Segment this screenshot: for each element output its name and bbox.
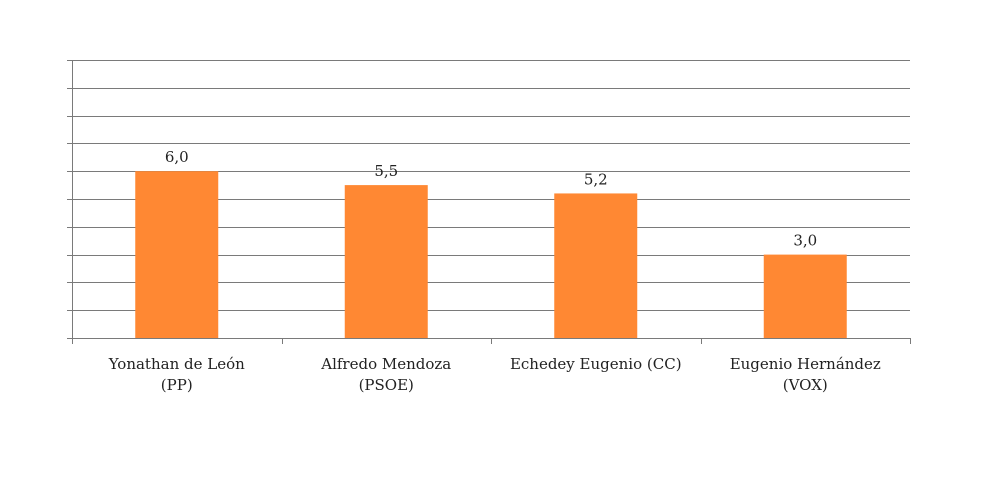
bar [135, 171, 219, 338]
category-label: (PSOE) [359, 376, 414, 394]
bar [554, 193, 638, 338]
category-label: (PP) [161, 376, 193, 394]
category-label: Eugenio Hernández [730, 355, 881, 373]
bars [135, 171, 847, 338]
data-label: 5,2 [584, 170, 608, 188]
bar [763, 254, 847, 338]
category-label: Alfredo Mendoza [320, 355, 451, 373]
data-label: 3,0 [793, 232, 817, 250]
data-labels: 6,0 5,5 5,2 3,0 [165, 148, 817, 249]
category-label: (VOX) [783, 376, 828, 394]
category-label: Yonathan de León [108, 355, 245, 373]
data-label: 6,0 [165, 148, 189, 166]
axes [67, 60, 911, 344]
category-label: Echedey Eugenio (CC) [510, 355, 682, 373]
bar [344, 185, 428, 338]
category-labels: Yonathan de León (PP) Alfredo Mendoza (PSOE… [108, 355, 881, 394]
data-label: 5,5 [374, 162, 398, 180]
